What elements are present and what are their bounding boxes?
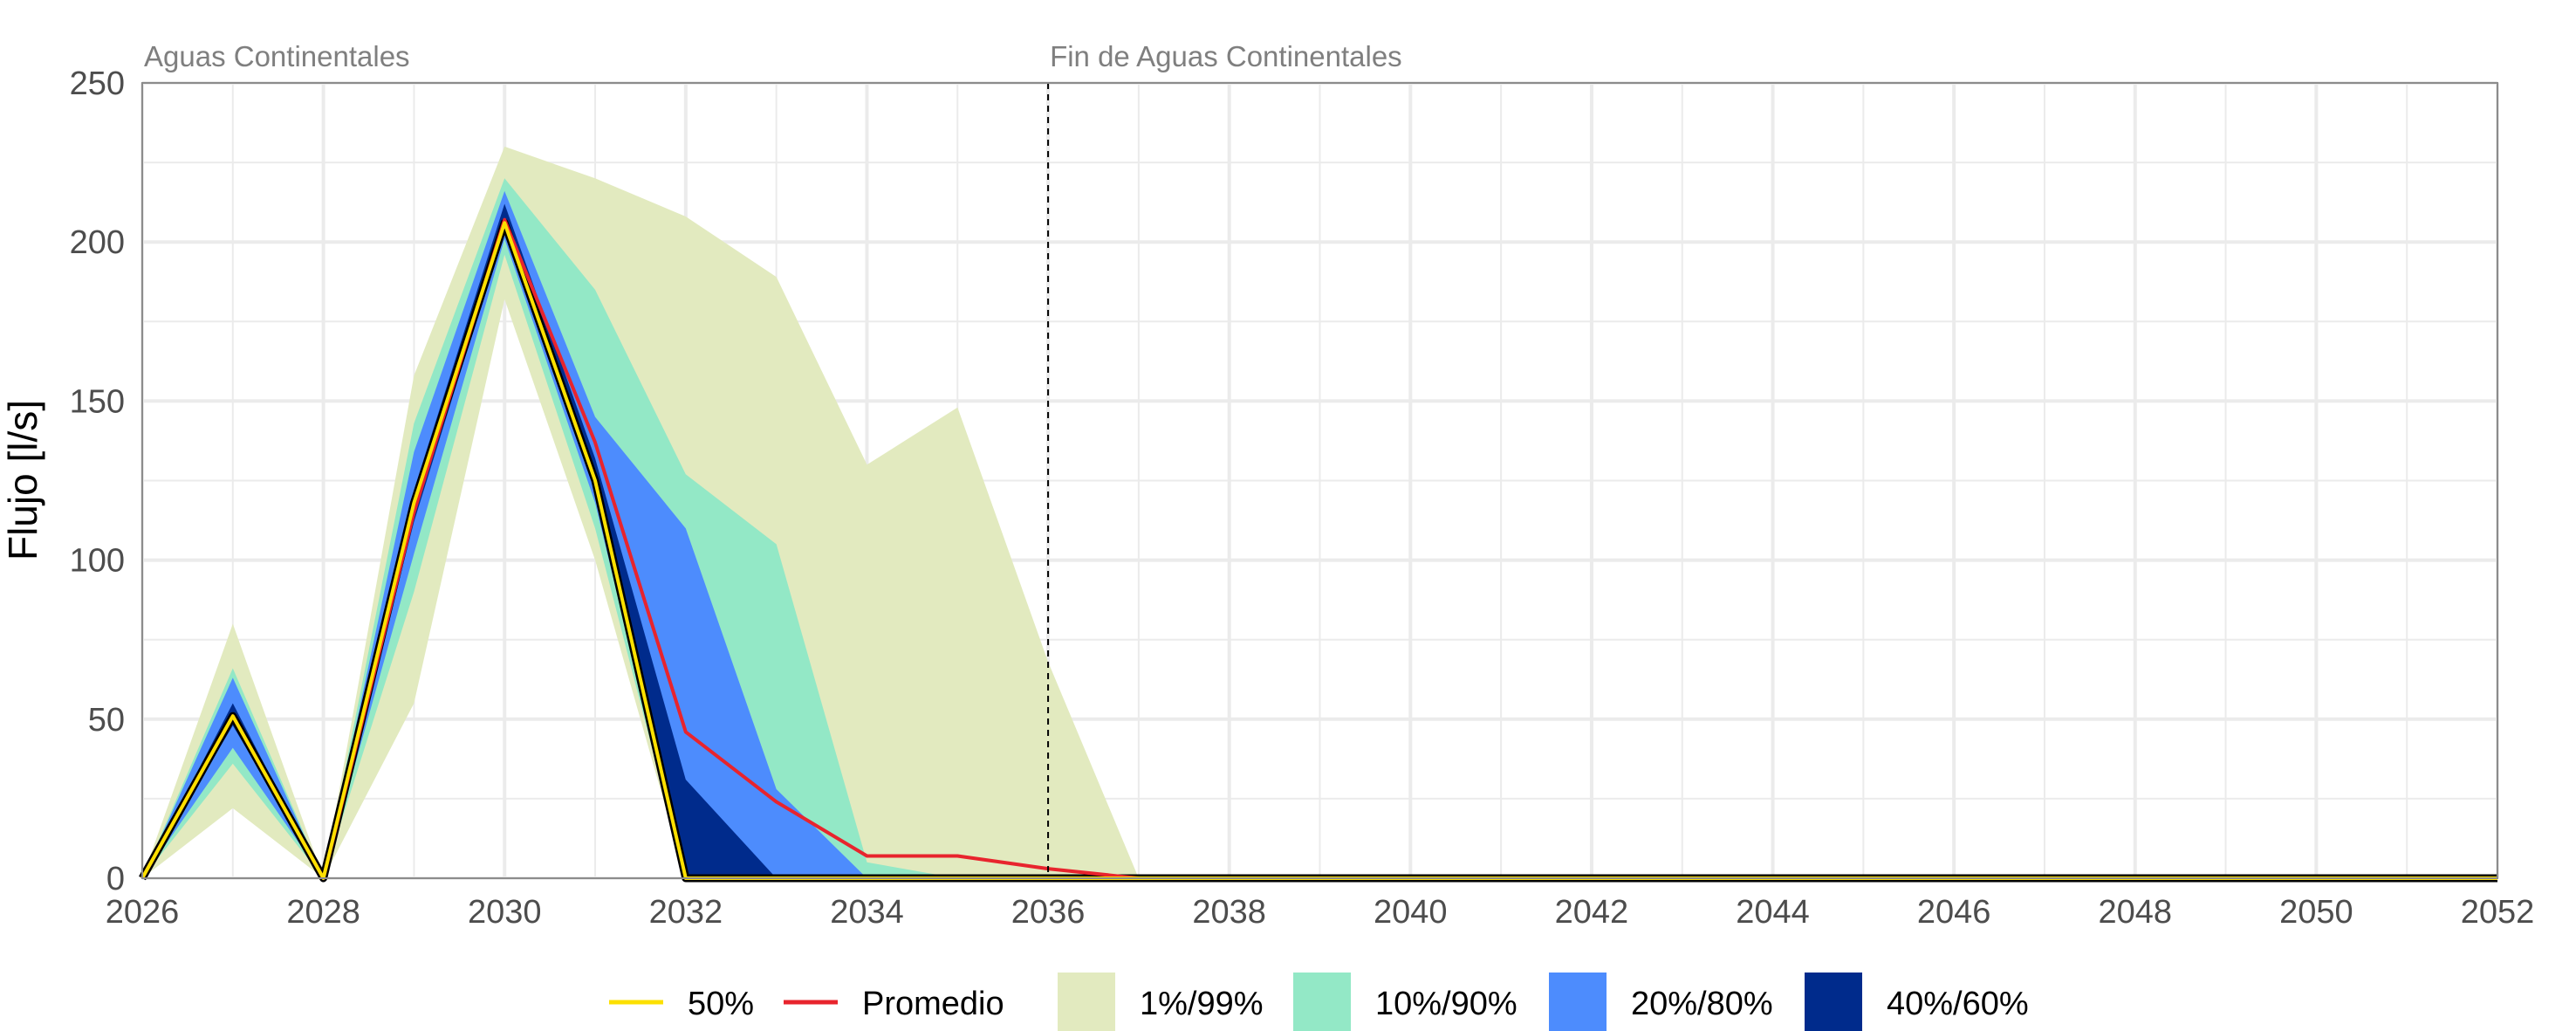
x-tick-label: 2034 [830, 894, 904, 931]
x-tick-labels: 2026 2028 2030 2032 2034 2036 2038 2040 2042 2044… [106, 894, 2535, 931]
legend-key-3 [1293, 973, 1351, 1031]
x-tick-label: 2030 [468, 894, 542, 931]
legend-label-0: 50% [688, 986, 754, 1022]
x-tick-label: 2048 [2098, 894, 2172, 931]
legend-label-4: 20%/80% [1631, 986, 1773, 1022]
x-tick-label: 2026 [106, 894, 180, 931]
legend-label-3: 10%/90% [1375, 986, 1518, 1022]
band-40-60- [142, 203, 2497, 878]
band-20-80- [142, 190, 2497, 878]
y-tick-label: 250 [70, 65, 125, 102]
legend-key-2 [1058, 973, 1115, 1031]
x-tick-label: 2042 [1555, 894, 1629, 931]
plot-frame [141, 82, 2498, 879]
x-tick-label: 2028 [286, 894, 360, 931]
y-tick-labels: 0 50 100 150 200 250 [70, 65, 125, 897]
annotations: Aguas Continentales Fin de Aguas Continen… [144, 40, 1402, 878]
grid-minor [142, 83, 2497, 878]
x-tick-label: 2032 [649, 894, 723, 931]
x-tick-label: 2050 [2279, 894, 2353, 931]
x-tick-label: 2036 [1011, 894, 1086, 931]
x-tick-label: 2038 [1192, 894, 1266, 931]
annotation-label-0: Aguas Continentales [144, 40, 410, 72]
y-tick-label: 50 [88, 702, 125, 739]
bands [142, 146, 2497, 879]
x-tick-label: 2052 [2461, 894, 2535, 931]
x-tick-label: 2040 [1374, 894, 1448, 931]
legend-label-2: 1%/99% [1140, 986, 1264, 1022]
y-tick-label: 150 [70, 383, 125, 420]
x-tick-label: 2046 [1917, 894, 1991, 931]
legend-label-1: Promedio [862, 986, 1004, 1022]
legend-key-5 [1805, 973, 1862, 1031]
y-tick-label: 0 [106, 861, 125, 897]
legend: 50% Promedio 1%/99% 10%/90% 20%/80% 40%/60% [609, 973, 2029, 1031]
annotation-label-1: Fin de Aguas Continentales [1050, 40, 1402, 72]
legend-key-4 [1549, 973, 1607, 1031]
y-axis-title: Flujo [l/s] [0, 400, 45, 560]
y-tick-label: 200 [70, 224, 125, 261]
y-tick-label: 100 [70, 543, 125, 580]
x-tick-label: 2044 [1736, 894, 1810, 931]
legend-label-5: 40%/60% [1887, 986, 2029, 1022]
